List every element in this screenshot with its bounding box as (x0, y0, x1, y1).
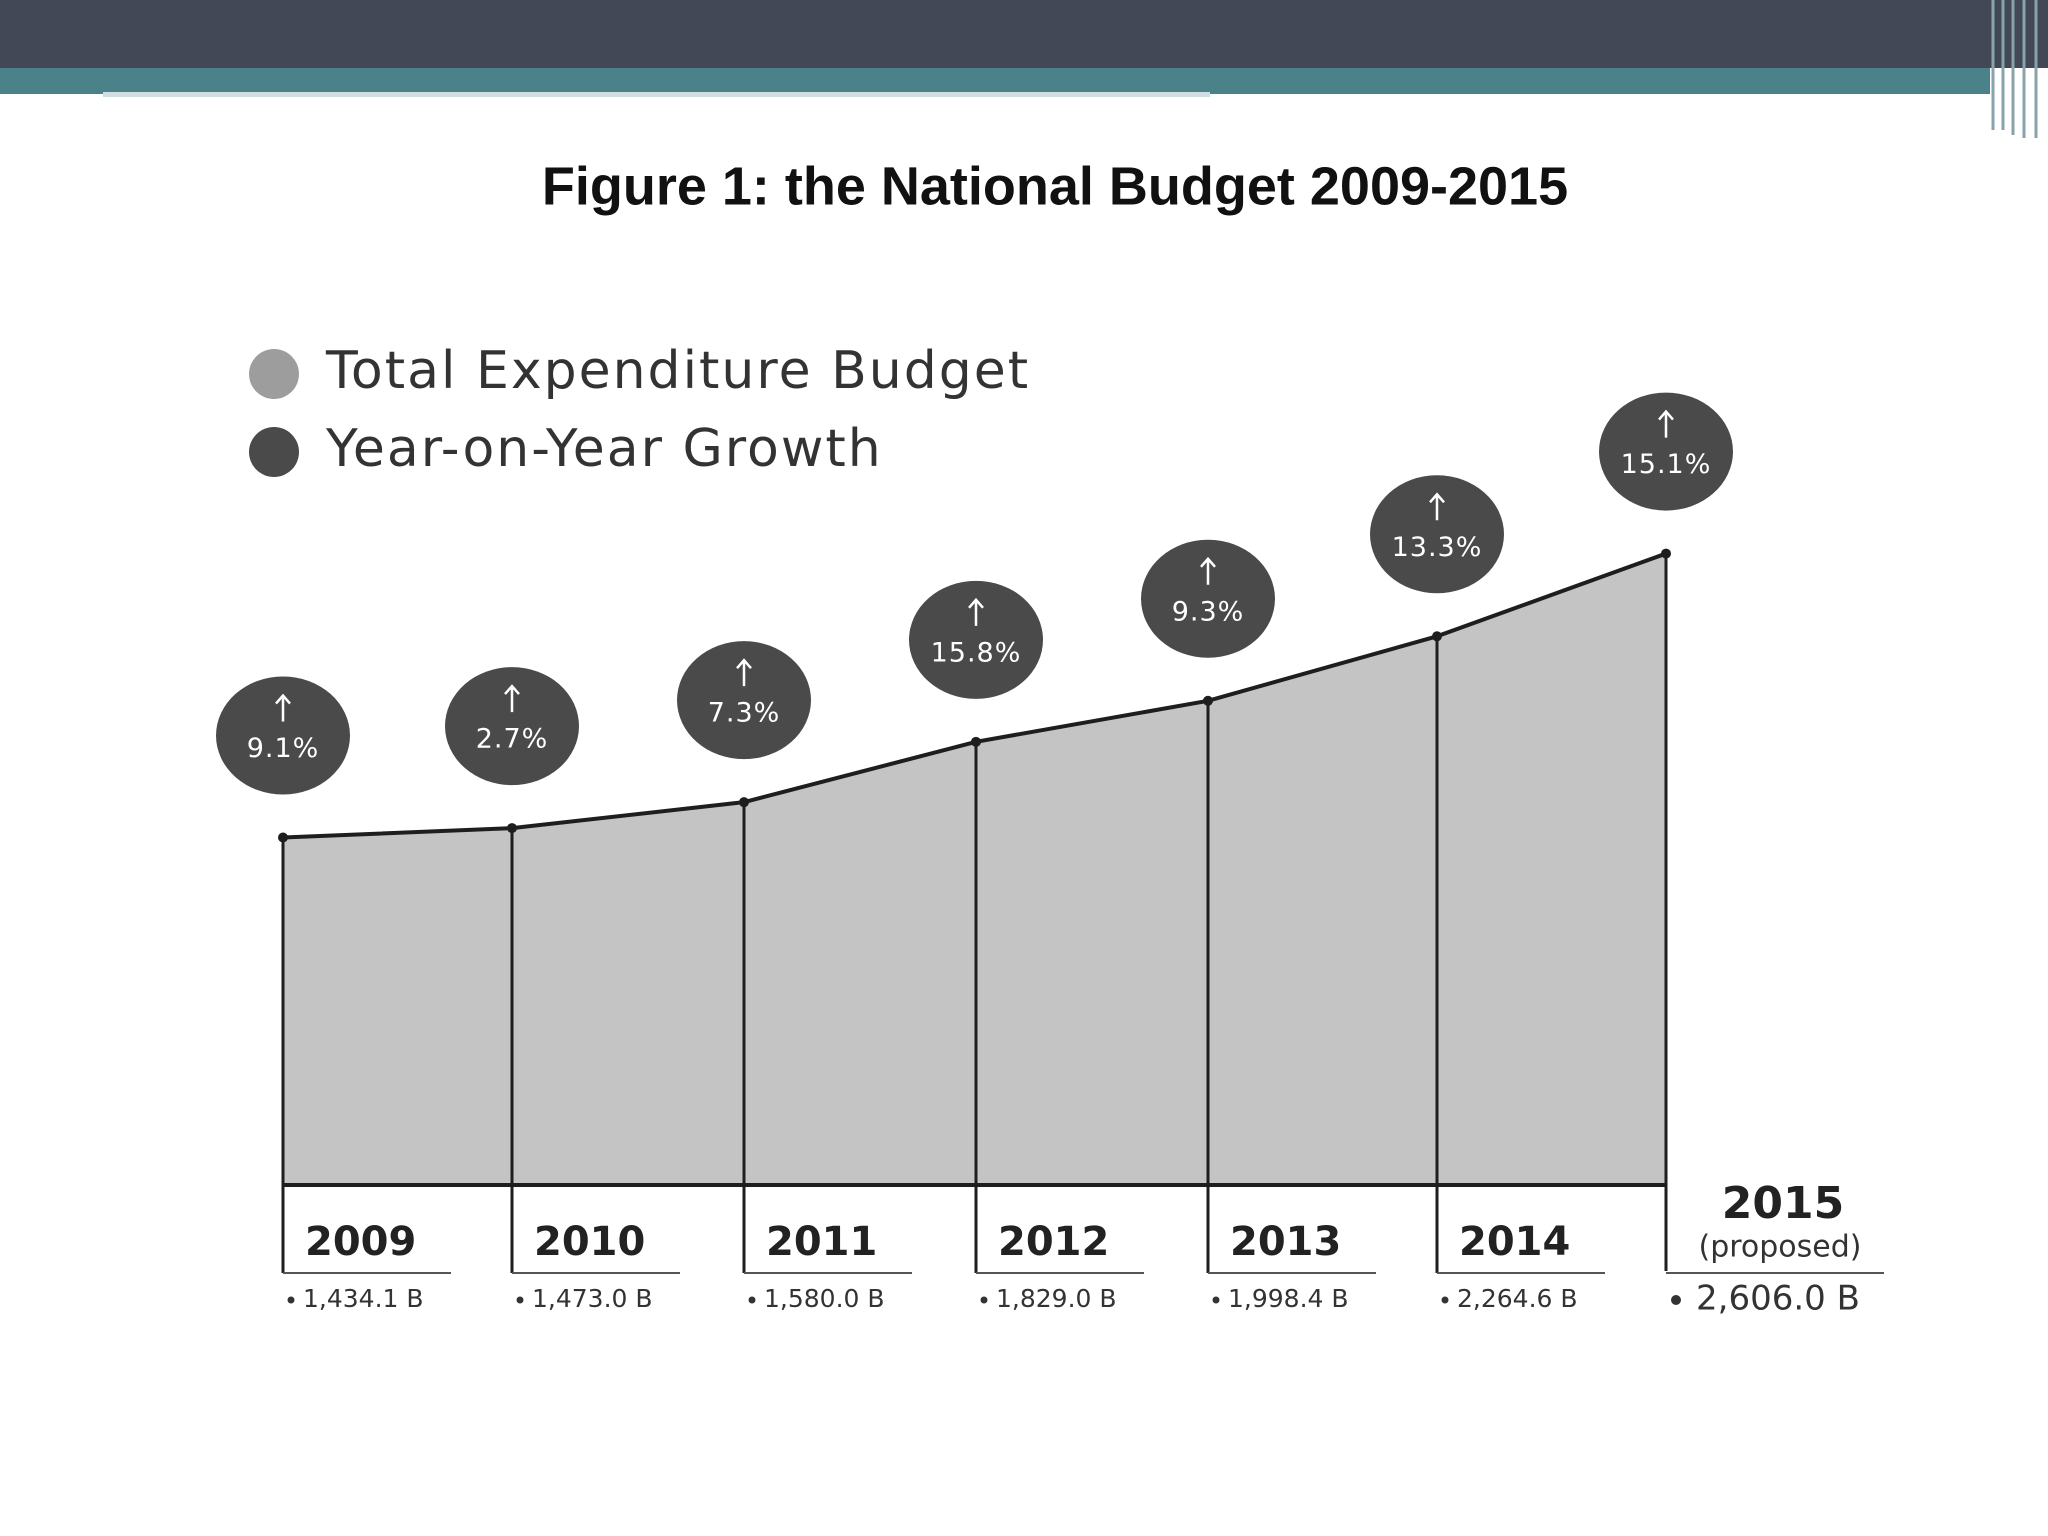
data-point (739, 797, 749, 808)
data-point (278, 832, 288, 843)
data-point (971, 736, 981, 747)
data-point (507, 823, 517, 834)
category-label: 2010 (534, 1219, 645, 1265)
value-label: 1,829.0 B (996, 1284, 1117, 1313)
data-point (1432, 631, 1442, 642)
growth-bubble (1599, 392, 1733, 511)
legend-marker (249, 349, 299, 399)
value-label: 1,998.4 B (1228, 1284, 1349, 1313)
growth-arrow (736, 658, 752, 687)
legend-marker (249, 427, 299, 477)
legend-label: Total Expenditure Budget (325, 341, 1030, 401)
growth-arrow (968, 597, 984, 626)
category-label: 2014 (1459, 1219, 1570, 1265)
data-point (1661, 548, 1671, 559)
value-bullet (748, 1296, 756, 1304)
value-bullet (516, 1296, 524, 1304)
category-label: 2015 (1722, 1178, 1844, 1229)
corner-decoration (1991, 0, 2038, 138)
value-label: 2,264.6 B (1457, 1284, 1578, 1313)
growth-bubble (677, 641, 811, 760)
growth-label: 7.3% (708, 698, 781, 729)
data-point (1203, 695, 1213, 706)
growth-bubble (1370, 475, 1504, 594)
category-label: 2009 (305, 1219, 416, 1265)
growth-label: 2.7% (476, 724, 549, 755)
category-annotation: (proposed) (1698, 1230, 1861, 1265)
chart-title: Figure 1: the National Budget 2009-2015 (542, 156, 1568, 216)
growth-arrow (275, 693, 291, 722)
value-bullet (980, 1296, 988, 1304)
growth-bubble (909, 580, 1043, 699)
growth-label: 9.3% (1172, 596, 1245, 627)
growth-label: 15.8% (931, 637, 1022, 668)
growth-arrow (504, 684, 520, 713)
growth-label: 9.1% (247, 733, 320, 764)
category-label: 2011 (766, 1219, 877, 1265)
category-label: 2013 (1230, 1219, 1341, 1265)
growth-bubble (445, 667, 579, 786)
growth-bubble (216, 676, 350, 795)
header-band (0, 0, 2048, 68)
value-bullet (1441, 1296, 1449, 1304)
value-label: 1,434.1 B (303, 1284, 424, 1313)
header-stripe (0, 68, 1990, 94)
value-bullet (287, 1296, 295, 1304)
value-bullet (1671, 1295, 1681, 1305)
growth-arrow (1429, 492, 1445, 521)
growth-label: 13.3% (1392, 532, 1483, 563)
value-label: 1,580.0 B (764, 1284, 885, 1313)
growth-arrow (1200, 556, 1216, 585)
value-label: 1,473.0 B (532, 1284, 653, 1313)
value-label: 2,606.0 B (1696, 1279, 1860, 1319)
growth-bubble (1141, 539, 1275, 658)
legend-label: Year-on-Year Growth (325, 419, 883, 479)
value-bullet (1212, 1296, 1220, 1304)
growth-label: 15.1% (1621, 449, 1712, 480)
header-highlight (103, 92, 1210, 97)
growth-arrow (1658, 409, 1674, 438)
category-label: 2012 (998, 1219, 1109, 1265)
